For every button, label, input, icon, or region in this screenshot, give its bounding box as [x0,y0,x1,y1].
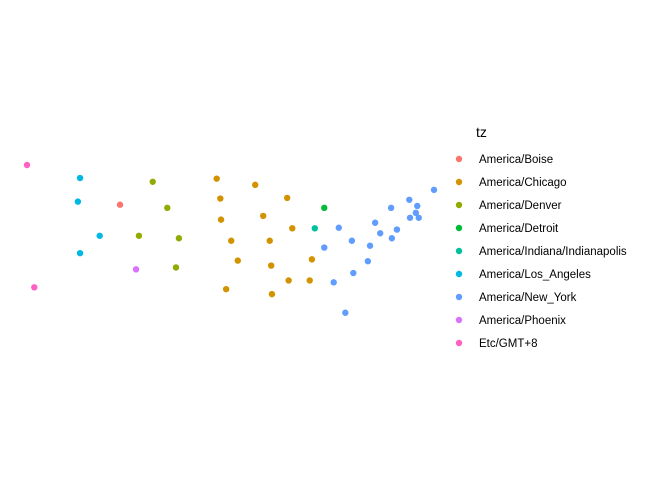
data-point [364,258,372,265]
legend-label: America/Indiana/Indianapolis [479,246,627,258]
data-point [175,235,183,242]
data-point [406,196,413,203]
data-point [74,198,82,205]
data-point [350,269,357,277]
legend-label: America/Detroit [479,223,559,235]
data-point [213,175,220,182]
legend-label: America/New_York [479,292,577,304]
data-point [415,214,422,221]
data-point [31,284,38,291]
legend: tz America/Boise America/Chicago America/D… [455,124,627,350]
legend-label: America/Denver [479,200,562,212]
legend-key [455,270,463,278]
data-point [268,290,276,298]
data-point [76,174,84,182]
data-point [348,237,356,244]
data-point [330,279,337,286]
data-point [217,195,224,202]
legend-label: America/Los_Angeles [479,269,591,281]
data-point [342,309,349,316]
legend-title: tz [476,124,487,140]
data-point [321,244,328,251]
data-point [116,201,124,208]
points-layer [23,161,438,316]
data-point [76,249,84,257]
data-point [260,212,267,220]
data-point [234,257,241,264]
data-point [164,204,171,212]
legend-label: America/Phoenix [479,315,566,327]
data-point [414,202,421,210]
legend-label: America/Chicago [479,177,567,189]
data-point [96,232,103,239]
data-point [308,256,316,263]
legend-key [455,155,463,163]
data-point [268,262,275,269]
data-point [371,219,379,226]
data-point [321,204,328,212]
data-point [23,161,31,169]
data-point [132,266,140,273]
legend-key [455,247,463,255]
data-point [388,235,396,242]
data-point [289,225,296,232]
data-point [377,230,384,237]
data-point [311,225,319,232]
data-point [306,277,313,284]
data-point [406,214,414,221]
data-point [393,226,401,233]
data-point [335,224,342,231]
data-point [283,194,291,202]
data-point [222,285,230,293]
data-point [366,242,374,249]
data-point [172,264,180,271]
data-point [252,181,259,189]
data-point [266,237,273,244]
legend-key [455,178,463,186]
data-point [412,209,420,217]
legend-key [455,224,463,232]
legend-label: Etc/GMT+8 [479,338,537,350]
data-point [285,277,292,284]
data-point [217,216,225,223]
legend-key [455,293,463,301]
data-point [228,237,235,244]
legend-key [455,316,463,324]
data-point [430,186,438,194]
legend-key [455,201,463,209]
legend-key [455,339,463,347]
data-point [387,204,395,212]
data-point [135,232,143,239]
legend-label: America/Boise [479,154,553,166]
data-point [149,178,156,185]
